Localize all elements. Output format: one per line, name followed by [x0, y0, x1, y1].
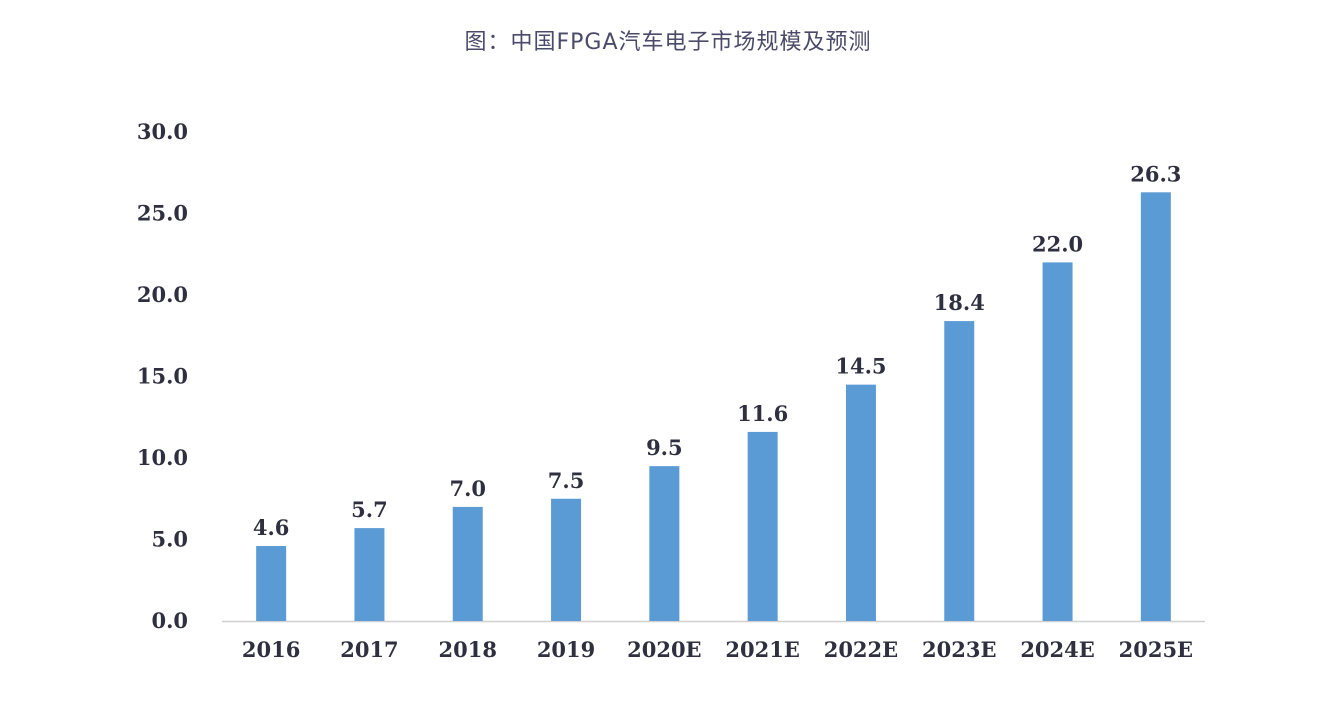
- x-tick-label: 2019: [537, 637, 595, 662]
- x-tick-label: 2023E: [922, 637, 996, 662]
- y-tick-label: 25.0: [137, 201, 188, 226]
- data-label-2022E: 14.5: [835, 354, 886, 379]
- data-label-2025E: 26.3: [1130, 161, 1181, 186]
- data-label-2020E: 9.5: [646, 435, 683, 460]
- x-tick-label: 2025E: [1119, 637, 1193, 662]
- x-tick-label: 2021E: [725, 637, 799, 662]
- x-tick-label: 2022E: [824, 637, 898, 662]
- data-label-2021E: 11.6: [737, 401, 788, 426]
- bar-2020E: [649, 466, 680, 621]
- y-tick-label: 15.0: [137, 364, 188, 389]
- x-axis: 2016 2017 2018 2019 2020E 2021E 2022E 2023E 2024…: [222, 620, 1205, 662]
- data-label-2018: 7.0: [449, 476, 486, 501]
- bar-2025E: [1140, 192, 1171, 621]
- data-label-2019: 7.5: [548, 468, 585, 493]
- bar-2018: [452, 506, 483, 621]
- x-tick-label: 2020E: [627, 637, 701, 662]
- data-label-2017: 5.7: [351, 497, 388, 522]
- bar-2017: [354, 528, 385, 621]
- x-tick-label: 2016: [242, 637, 300, 662]
- y-tick-label: 0.0: [151, 608, 188, 633]
- data-label-2023E: 18.4: [934, 290, 985, 315]
- data-label-2016: 4.6: [253, 515, 290, 540]
- y-axis: 0.0 5.0 10.0 15.0 20.0 25.0 30.0: [137, 119, 188, 633]
- x-tick-label: 2017: [340, 637, 398, 662]
- y-tick-label: 5.0: [151, 527, 188, 552]
- data-label-2024E: 22.0: [1032, 231, 1083, 256]
- bar-2024E: [1042, 262, 1073, 621]
- y-tick-label: 30.0: [137, 119, 188, 144]
- x-tick-label: 2024E: [1020, 637, 1094, 662]
- chart-title: 图：中国FPGA汽车电子市场规模及预测: [464, 30, 872, 55]
- y-tick-label: 10.0: [137, 445, 188, 470]
- data-labels: 4.6 5.7 7.0 7.5 9.5 11.6 14.5 18.4 22.0 26.3: [253, 161, 1182, 540]
- bar-2016: [256, 546, 287, 621]
- bar-2023E: [944, 321, 975, 621]
- y-tick-label: 20.0: [137, 282, 188, 307]
- x-tick-label: 2018: [439, 637, 497, 662]
- bar-2019: [551, 498, 582, 621]
- bar-2021E: [747, 431, 778, 621]
- bar-2022E: [845, 384, 876, 621]
- bars: [256, 192, 1171, 621]
